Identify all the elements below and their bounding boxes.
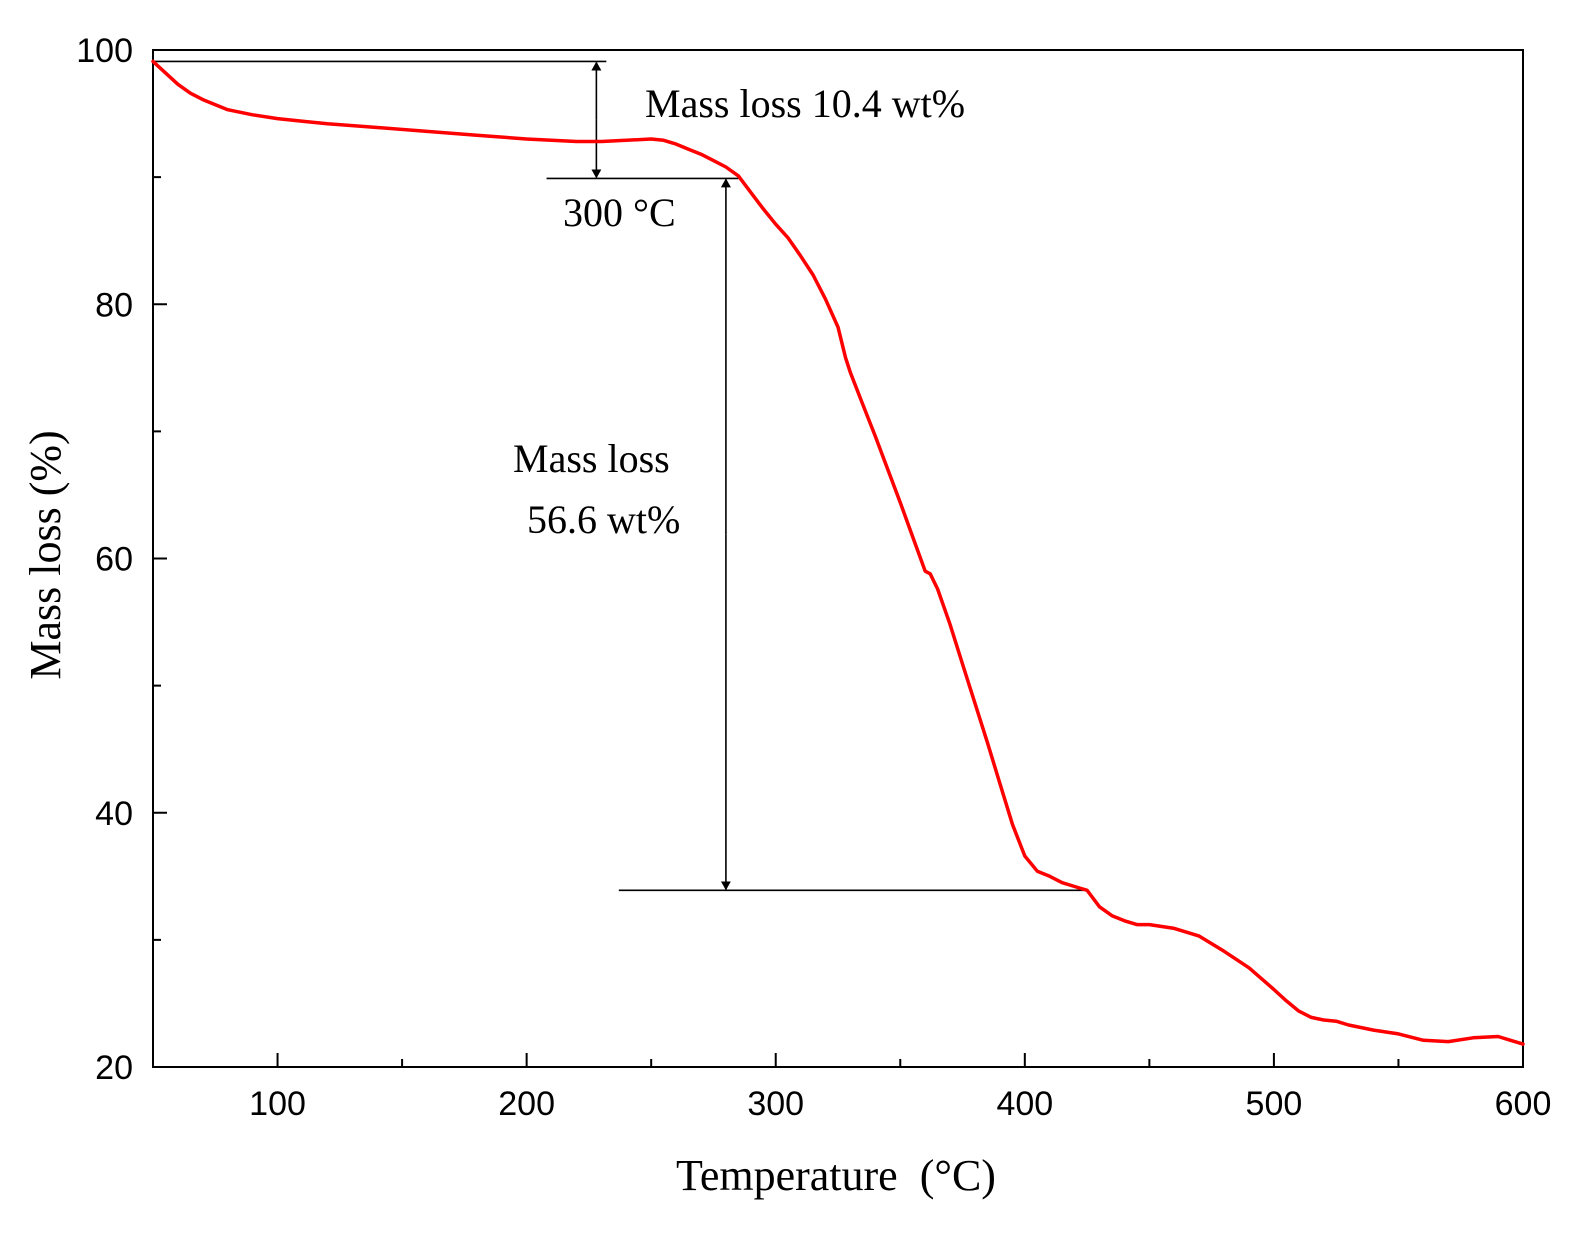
annotation-mass-loss: Mass loss (513, 436, 670, 481)
y-tick-label: 60 (95, 541, 133, 579)
x-tick-label: 600 (1495, 1085, 1552, 1123)
x-tick-label: 400 (996, 1085, 1053, 1123)
x-axis-title: Temperature (°C) (676, 1151, 996, 1200)
y-axis: 20 40 60 80 100 (76, 32, 167, 1087)
x-tick-label: 100 (249, 1085, 306, 1123)
x-tick-label: 200 (498, 1085, 555, 1123)
y-tick-label: 100 (76, 32, 133, 70)
series-line-tga (151, 59, 1525, 1046)
y-tick-label: 40 (95, 795, 133, 833)
plot-frame (152, 49, 1524, 1068)
annotation-mass-loss-10-4: Mass loss 10.4 wt% (645, 81, 965, 126)
x-axis: 100 200 300 400 500 600 (249, 1053, 1551, 1123)
reference-lines (153, 60, 1088, 892)
annotation-300c: 300 °C (563, 190, 676, 235)
y-tick-label: 80 (95, 286, 133, 324)
y-axis-title: Mass loss (%) (21, 430, 70, 679)
x-tick-label: 300 (747, 1085, 804, 1123)
annotation-56-6: 56.6 wt% (527, 497, 680, 542)
x-tick-label: 500 (1246, 1085, 1303, 1123)
y-tick-label: 20 (95, 1049, 133, 1087)
